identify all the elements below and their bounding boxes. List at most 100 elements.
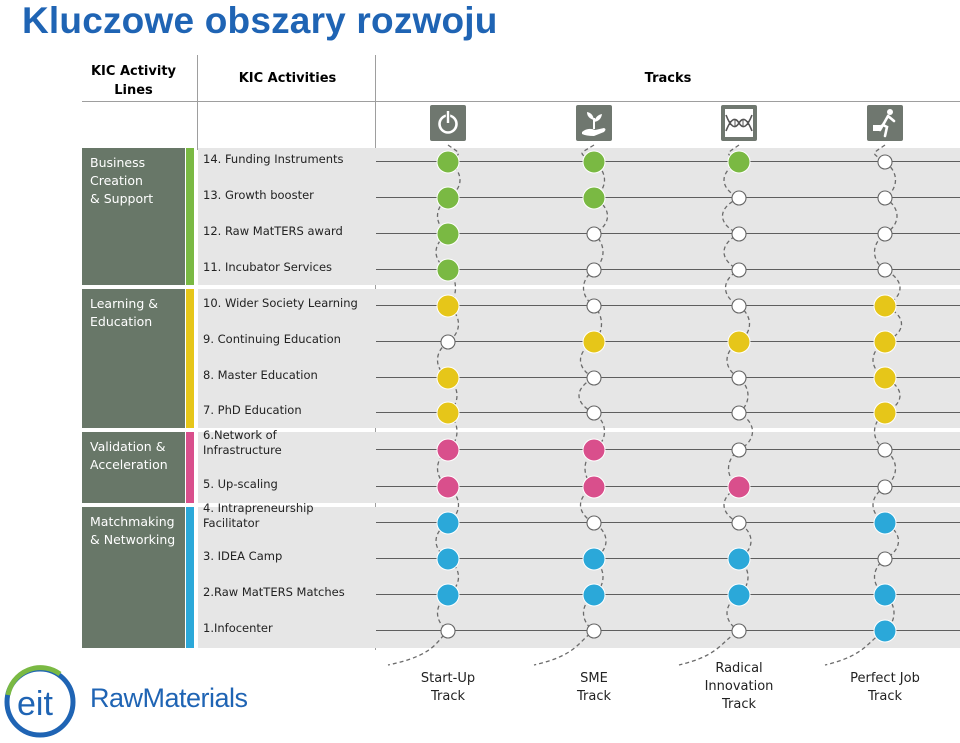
track-label-line: Innovation: [704, 679, 774, 694]
activity-label: 1.Infocenter: [203, 621, 273, 636]
activity-label: 13. Growth booster: [203, 188, 314, 203]
track-dot-filled: [436, 222, 460, 246]
track-label-line: Track: [430, 689, 466, 704]
track-dot-empty: [731, 442, 747, 458]
activity-label: 2.Raw MatTERS Matches: [203, 585, 345, 600]
track-path: [387, 144, 461, 666]
activity-label: 11. Incubator Services: [203, 260, 332, 275]
activity-label: 12. Raw MatTERS award: [203, 224, 343, 239]
activity-row-line: [376, 269, 960, 271]
track-dot-filled: [873, 583, 897, 607]
activity-row-line: [376, 486, 960, 488]
category-band: [198, 148, 960, 285]
category-label: Acceleration: [90, 457, 168, 472]
plant-hand-icon: [576, 105, 612, 141]
logo-mark: eit: [17, 685, 53, 723]
track-dot-filled: [436, 366, 460, 390]
track-dot-filled: [582, 438, 606, 462]
track-dot-empty: [877, 442, 893, 458]
category-color-bar: [186, 507, 194, 648]
track-dot-filled: [727, 547, 751, 571]
track-dot-filled: [582, 186, 606, 210]
activity-row-line: [376, 522, 960, 524]
track-dot-filled: [436, 401, 460, 425]
category-label: Creation: [90, 173, 143, 188]
track-dot-filled: [436, 475, 460, 499]
track-dot-filled: [727, 150, 751, 174]
track-dot-filled: [582, 547, 606, 571]
header-activity-lines: KIC Activity Lines: [82, 62, 185, 100]
track-dot-empty: [731, 370, 747, 386]
eit-logo-icon: eit: [4, 665, 76, 738]
track-label: Radical Innovation Track: [684, 660, 794, 714]
activity-label-line: 13. Growth booster: [203, 188, 314, 202]
track-dot-filled: [873, 330, 897, 354]
category-color-bar: [186, 432, 194, 503]
header-divider: [82, 101, 960, 102]
track-dot-empty: [877, 551, 893, 567]
activity-row-line: [376, 412, 960, 414]
track-dot-empty: [586, 623, 602, 639]
header-activities: KIC Activities: [238, 71, 337, 86]
track-dot-filled: [727, 583, 751, 607]
track-dot-empty: [440, 334, 456, 350]
category-box: Matchmaking & Networking: [82, 507, 185, 648]
track-label-line: Track: [576, 689, 612, 704]
activity-label-line: 9. Continuing Education: [203, 332, 341, 346]
track-label-line: Radical: [715, 661, 763, 676]
header-tracks: Tracks: [644, 71, 692, 86]
track-label-line: SME: [580, 671, 608, 686]
track-dot-filled: [436, 186, 460, 210]
category-box: Validation & Acceleration: [82, 432, 185, 503]
activity-label: 7. PhD Education: [203, 403, 302, 418]
activity-label: 5. Up-scaling: [203, 477, 278, 492]
category-box: Learning & Education: [82, 289, 185, 428]
track-dot-filled: [582, 330, 606, 354]
activity-label-line: 11. Incubator Services: [203, 260, 333, 274]
track-dot-filled: [436, 438, 460, 462]
track-dot-empty: [440, 623, 456, 639]
track-dot-empty: [877, 226, 893, 242]
dna-helix-icon: [721, 105, 757, 141]
category-label: Validation &: [90, 439, 166, 454]
power-icon: [430, 105, 466, 141]
activity-label-line: Infrastructure: [203, 443, 282, 457]
activity-label: 3. IDEA Camp: [203, 549, 282, 564]
track-dot-filled: [436, 294, 460, 318]
category-label: & Support: [90, 191, 154, 206]
activity-label-line: 3. IDEA Camp: [203, 549, 283, 563]
track-dot-filled: [873, 619, 897, 643]
activity-row-line: [376, 594, 960, 596]
track-dot-empty: [877, 190, 893, 206]
page-title: Kluczowe obszary rozwoju: [22, 0, 498, 41]
track-dot-empty: [877, 479, 893, 495]
track-label-line: Start-Up: [420, 671, 476, 686]
activity-row-line: [376, 630, 960, 632]
category-label: Learning &: [90, 296, 158, 311]
track-dot-empty: [731, 190, 747, 206]
activity-row-line: [376, 449, 960, 451]
category-color-bar: [186, 289, 194, 428]
activity-label-line: 2.Raw MatTERS Matches: [203, 585, 345, 599]
track-dot-empty: [586, 298, 602, 314]
track-dot-filled: [436, 547, 460, 571]
activity-label: 8. Master Education: [203, 368, 318, 383]
track-dot-filled: [582, 150, 606, 174]
track-dot-empty: [877, 262, 893, 278]
category-label: Matchmaking: [90, 514, 175, 529]
activity-row-line: [376, 161, 960, 163]
activity-label: 4. Intrapreneurship Facilitator: [203, 501, 314, 531]
activity-label-line: 12. Raw MatTERS award: [203, 224, 343, 238]
activity-row-line: [376, 558, 960, 560]
category-label: Business: [90, 155, 146, 170]
running-businessman-icon: [867, 105, 903, 141]
track-label: Perfect Job Track: [830, 670, 940, 706]
track-dot-filled: [873, 366, 897, 390]
category-band: [198, 507, 960, 648]
track-dot-empty: [877, 154, 893, 170]
track-dot-empty: [731, 623, 747, 639]
track-dot-empty: [731, 405, 747, 421]
track-path: [824, 144, 902, 666]
category-color-bar: [186, 148, 194, 285]
